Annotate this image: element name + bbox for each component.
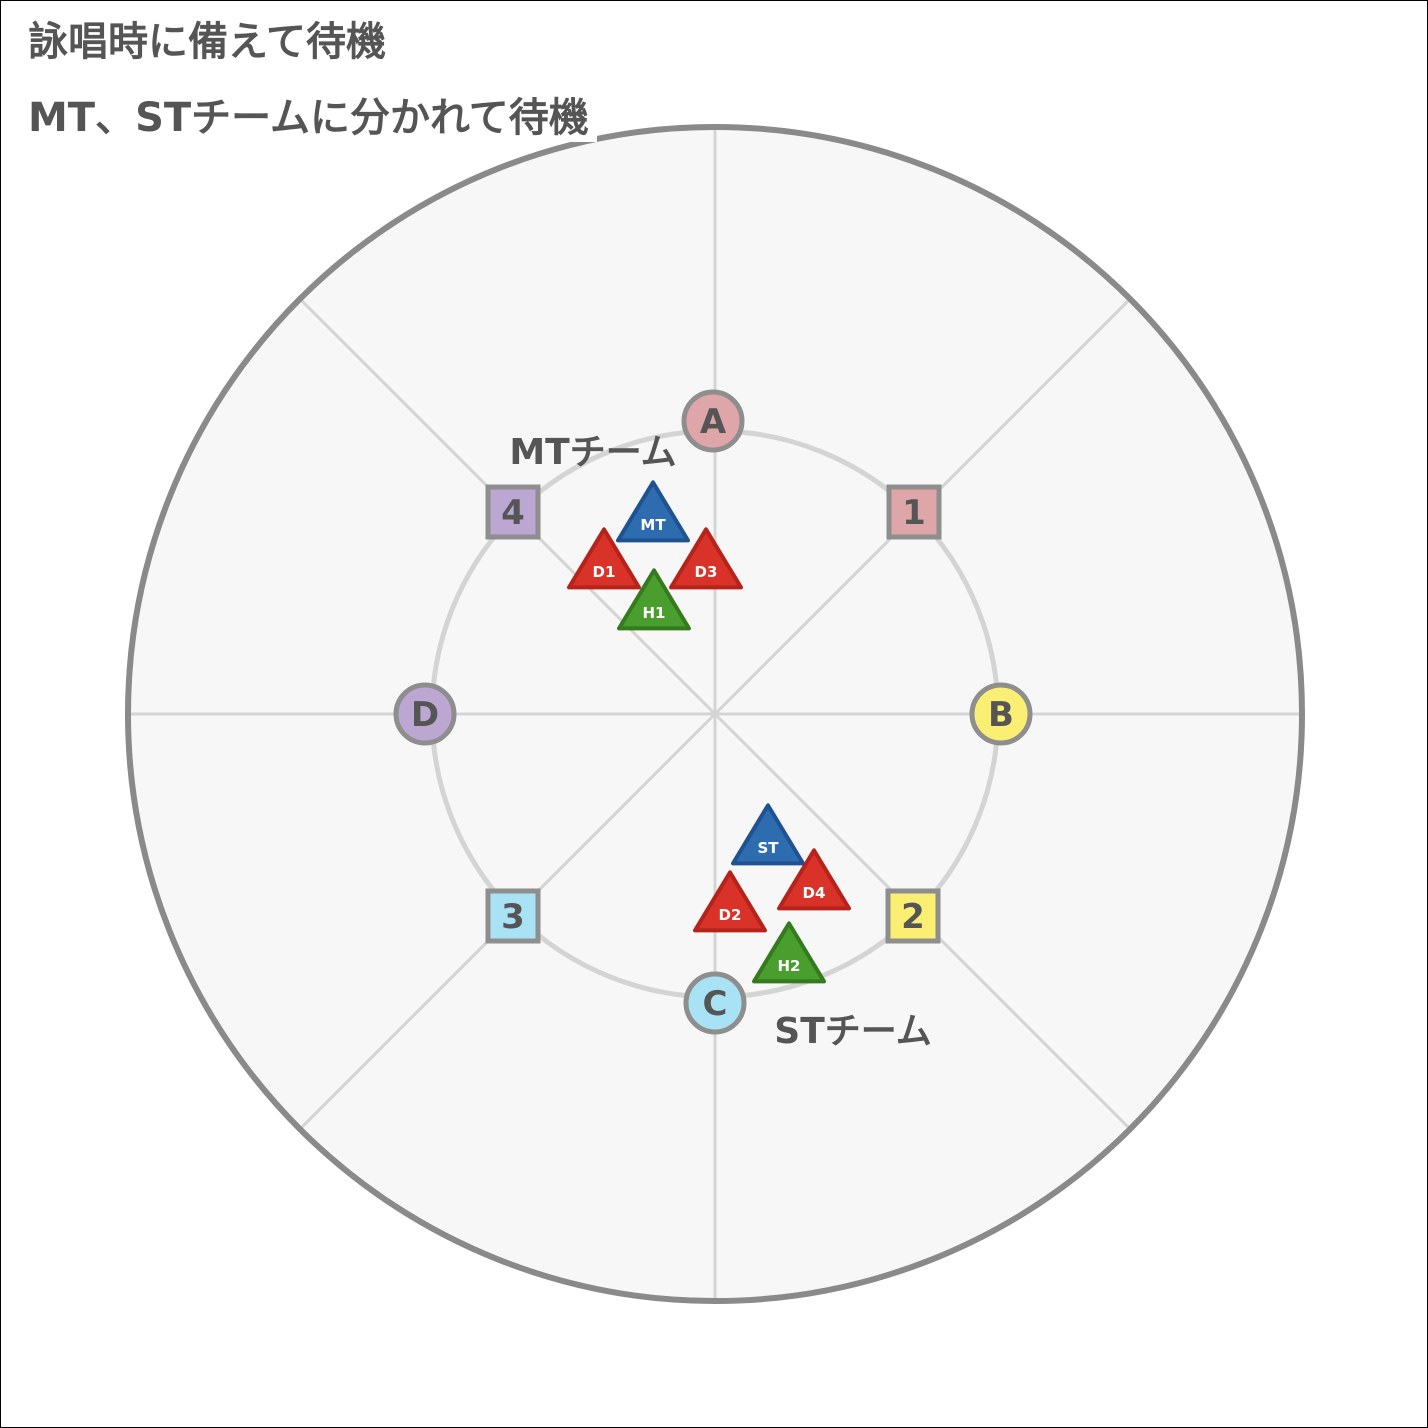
waymark-a: A: [681, 389, 745, 453]
team-label-layer: MTチーム STチーム: [509, 432, 931, 1052]
waymark-a-label: A: [700, 402, 727, 442]
waymark-1-label: 1: [902, 493, 926, 533]
waymark-4-label: 4: [501, 493, 525, 533]
title-line-1: 詠唱時に備えて待機: [28, 18, 394, 66]
title-line-2: MT、STチームに分かれて待機: [28, 94, 597, 142]
player-d2-marker: [693, 870, 767, 933]
waymark-4-marker: [485, 484, 541, 540]
arena-base: [125, 124, 1305, 1304]
player-layer: MT D1 D3 H1 ST D2 D4 H2: [567, 480, 851, 984]
player-h1-marker: [617, 568, 691, 631]
waymark-a-marker: [681, 389, 745, 453]
player-d3-label: D3: [695, 563, 718, 581]
waymark-2-label: 2: [901, 897, 925, 937]
player-d4: D4: [777, 848, 851, 911]
player-h2: H2: [752, 921, 826, 984]
waymark-3: 3: [485, 888, 541, 944]
player-d4-label: D4: [803, 884, 826, 902]
waymark-c-marker: [683, 971, 747, 1035]
player-h1-label: H1: [643, 604, 666, 622]
player-d3: D3: [669, 527, 743, 590]
waymark-4: 4: [485, 484, 541, 540]
waymark-b-label: B: [988, 695, 1014, 735]
player-d2: D2: [693, 870, 767, 933]
mt-team-label: MTチーム: [509, 432, 676, 473]
player-d2-label: D2: [719, 906, 742, 924]
player-st: ST: [731, 803, 805, 866]
waymark-c-label: C: [703, 984, 728, 1024]
waymark-d-label: D: [411, 695, 439, 735]
player-d1: D1: [567, 527, 641, 590]
player-d3-marker: [669, 527, 743, 590]
player-d1-label: D1: [593, 563, 616, 581]
waymark-c: C: [683, 971, 747, 1035]
waymark-d-marker: [393, 682, 457, 746]
player-mt: MT: [616, 480, 690, 543]
player-st-marker: [731, 803, 805, 866]
player-d1-marker: [567, 527, 641, 590]
player-mt-label: MT: [640, 516, 666, 534]
player-d4-marker: [777, 848, 851, 911]
waymark-3-label: 3: [501, 897, 525, 937]
waymark-3-marker: [485, 888, 541, 944]
waymark-2-marker: [885, 888, 941, 944]
player-h2-label: H2: [778, 957, 801, 975]
waymark-1-marker: [886, 484, 942, 540]
waymark-b: B: [969, 682, 1033, 746]
waymark-d: D: [393, 682, 457, 746]
waymark-2: 2: [885, 888, 941, 944]
waymark-1: 1: [886, 484, 942, 540]
player-h1: H1: [617, 568, 691, 631]
player-h2-marker: [752, 921, 826, 984]
arena-border: [125, 124, 1305, 1304]
player-st-label: ST: [757, 839, 779, 857]
player-mt-marker: [616, 480, 690, 543]
waymark-b-marker: [969, 682, 1033, 746]
st-team-label: STチーム: [774, 1011, 931, 1052]
